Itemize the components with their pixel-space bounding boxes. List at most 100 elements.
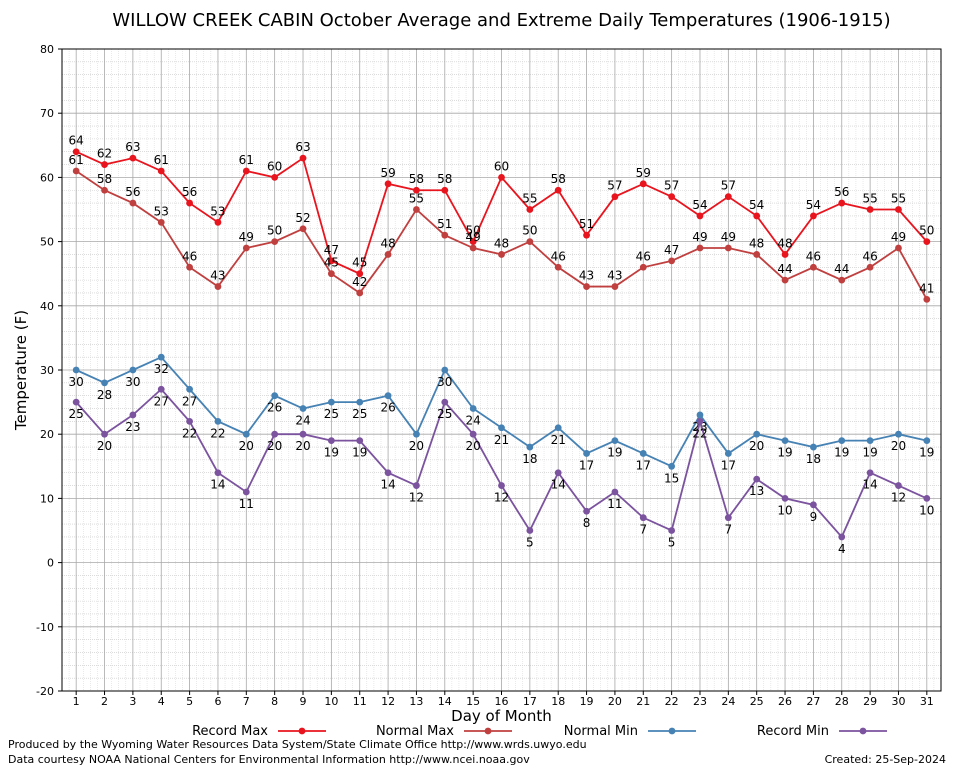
data-label-record-min: 19 xyxy=(352,446,367,460)
data-label-record-min: 27 xyxy=(154,394,169,408)
data-point-record-min xyxy=(129,411,137,419)
data-point-normal-max xyxy=(526,238,534,246)
x-tick-label: 12 xyxy=(381,695,395,708)
data-label-record-max: 61 xyxy=(239,153,254,167)
data-point-record-max xyxy=(724,193,732,201)
data-label-record-max: 61 xyxy=(154,153,169,167)
data-point-record-min xyxy=(299,430,307,438)
data-point-record-min xyxy=(101,430,108,438)
data-point-normal-max xyxy=(639,263,647,271)
data-label-record-max: 63 xyxy=(295,140,310,154)
data-label-normal-max: 48 xyxy=(494,236,509,250)
data-label-normal-max: 46 xyxy=(806,249,821,263)
data-point-record-min xyxy=(441,398,449,406)
data-point-normal-max xyxy=(101,186,108,194)
data-point-normal-min xyxy=(724,450,732,457)
data-label-normal-max: 41 xyxy=(919,281,934,295)
data-point-record-min xyxy=(639,514,647,522)
data-point-normal-min xyxy=(866,437,874,445)
data-label-record-min: 14 xyxy=(551,478,566,492)
data-label-record-max: 54 xyxy=(749,198,764,212)
data-point-normal-max xyxy=(583,283,590,290)
data-label-record-min: 5 xyxy=(526,536,534,550)
data-label-record-min: 22 xyxy=(182,426,197,440)
x-tick-label: 15 xyxy=(466,695,480,708)
data-point-record-max xyxy=(838,199,846,207)
legend-label-normal-max: Normal Max xyxy=(376,724,454,739)
y-tick-label: -20 xyxy=(36,685,54,698)
data-label-normal-min: 20 xyxy=(239,439,254,453)
data-point-normal-max xyxy=(611,283,619,290)
data-label-record-max: 60 xyxy=(267,159,282,173)
data-point-record-max xyxy=(129,154,137,162)
data-point-normal-min xyxy=(214,417,222,425)
data-label-normal-min: 17 xyxy=(579,458,594,472)
data-label-normal-min: 30 xyxy=(69,375,84,389)
x-tick-label: 14 xyxy=(438,695,452,708)
data-point-normal-max xyxy=(554,263,562,271)
data-label-normal-max: 48 xyxy=(749,236,764,250)
data-label-normal-min: 32 xyxy=(154,362,169,376)
data-label-normal-max: 47 xyxy=(664,243,679,257)
x-axis-label: Day of Month xyxy=(451,707,552,725)
data-label-normal-min: 19 xyxy=(607,446,622,460)
data-label-normal-min: 26 xyxy=(267,401,282,415)
data-point-record-min xyxy=(611,488,619,496)
x-tick-label: 20 xyxy=(608,695,622,708)
data-label-normal-min: 24 xyxy=(295,414,310,428)
data-label-record-min: 9 xyxy=(810,510,818,524)
data-point-record-min xyxy=(724,514,732,522)
data-point-record-min xyxy=(668,527,676,534)
data-label-record-max: 62 xyxy=(97,147,112,161)
data-point-normal-max xyxy=(157,218,165,226)
data-label-record-min: 20 xyxy=(295,439,310,453)
data-point-normal-min xyxy=(810,443,817,451)
data-label-normal-max: 56 xyxy=(125,185,140,199)
data-label-normal-min: 28 xyxy=(97,388,112,402)
data-label-record-min: 25 xyxy=(69,407,84,421)
data-point-normal-min xyxy=(469,405,477,412)
data-point-normal-max xyxy=(469,244,477,252)
data-point-normal-max xyxy=(838,276,846,284)
x-tick-label: 30 xyxy=(891,695,905,708)
data-label-record-max: 50 xyxy=(919,224,934,238)
data-point-record-min xyxy=(214,469,222,477)
data-label-record-min: 4 xyxy=(838,542,846,556)
data-point-normal-max xyxy=(498,251,505,258)
data-point-normal-max xyxy=(753,251,761,258)
data-label-record-min: 20 xyxy=(466,439,481,453)
legend-label-record-max: Record Max xyxy=(192,724,268,739)
legend-label-normal-min: Normal Min xyxy=(564,724,638,739)
data-point-record-max xyxy=(810,212,817,220)
data-point-normal-max xyxy=(781,276,789,284)
data-point-normal-max xyxy=(186,263,193,271)
data-label-record-min: 14 xyxy=(862,478,877,492)
data-point-record-max xyxy=(639,180,647,188)
x-tick-label: 23 xyxy=(693,695,707,708)
data-label-record-min: 19 xyxy=(324,446,339,460)
data-label-normal-max: 46 xyxy=(551,249,566,263)
data-label-record-min: 22 xyxy=(692,426,707,440)
x-tick-label: 9 xyxy=(300,695,307,708)
data-label-normal-min: 25 xyxy=(324,407,339,421)
data-label-record-max: 51 xyxy=(579,217,594,231)
data-point-normal-min xyxy=(554,424,562,432)
data-label-record-min: 5 xyxy=(668,536,676,550)
data-point-normal-min xyxy=(583,450,590,457)
data-point-normal-max xyxy=(413,206,420,213)
data-point-record-min xyxy=(498,482,505,489)
data-point-record-max xyxy=(327,257,335,265)
data-label-normal-min: 18 xyxy=(806,452,821,466)
data-point-record-min xyxy=(895,482,902,489)
y-tick-label: 30 xyxy=(40,364,54,377)
data-point-record-max xyxy=(214,218,222,226)
x-tick-label: 25 xyxy=(750,695,764,708)
x-tick-label: 29 xyxy=(863,695,877,708)
data-label-normal-max: 44 xyxy=(777,262,792,276)
data-point-normal-max xyxy=(72,167,80,175)
data-label-normal-max: 43 xyxy=(579,269,594,283)
y-tick-label: 20 xyxy=(40,428,54,441)
data-point-record-max xyxy=(101,161,108,168)
data-point-normal-max xyxy=(441,231,449,239)
